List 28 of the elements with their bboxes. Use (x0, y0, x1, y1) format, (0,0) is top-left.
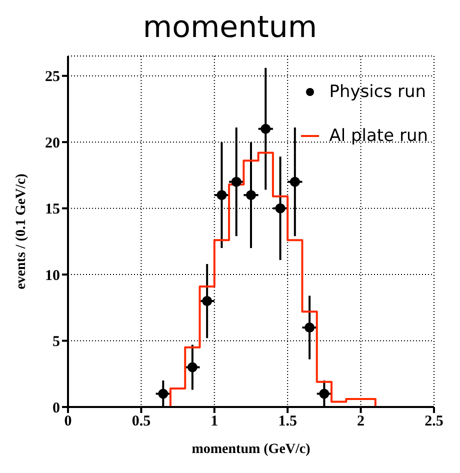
point (231, 176, 242, 187)
point (319, 388, 330, 399)
point (260, 124, 271, 134)
y-tick-label: 10 (45, 268, 60, 284)
legend-label: Al plate run (329, 126, 428, 146)
x-tick-label: 0 (64, 414, 72, 430)
chart-title: momentum (142, 9, 318, 47)
point (304, 322, 315, 333)
y-tick-label: 0 (52, 400, 60, 416)
point (290, 176, 300, 187)
y-axis-title: events / (0.1 GeV/c) (14, 173, 29, 290)
point (246, 190, 256, 200)
y-tick-label: 25 (45, 69, 60, 86)
x-tick-label: 1.5 (278, 414, 297, 430)
y-tick-label: 15 (45, 202, 60, 218)
point (216, 190, 227, 200)
x-tick-label: 2.5 (424, 414, 444, 430)
point (187, 362, 198, 372)
x-axis-title: momentum (GeV/c) (192, 442, 311, 457)
x-tick-label: 2 (357, 414, 365, 430)
legend-label: Physics run (329, 82, 426, 102)
point (202, 296, 212, 306)
x-tick-label: 1 (210, 414, 218, 430)
y-tick-label: 5 (52, 334, 60, 350)
point (158, 388, 168, 399)
y-tick-label: 20 (45, 135, 60, 152)
x-tick-label: 0.5 (132, 414, 151, 430)
point (275, 203, 286, 214)
